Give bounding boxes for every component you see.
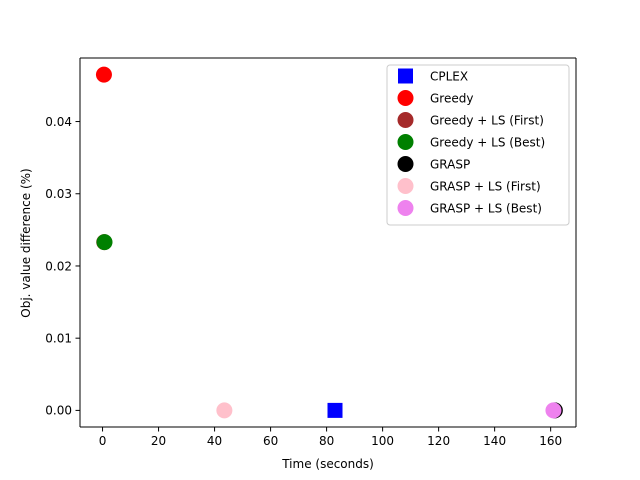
x-axis-label: Time (seconds) <box>281 457 374 471</box>
data-points <box>95 66 563 419</box>
legend-label-3: Greedy + LS (Best) <box>430 135 545 149</box>
legend-label-4: GRASP <box>430 157 470 171</box>
x-tick-label-120: 120 <box>427 434 450 448</box>
x-tick-label-20: 20 <box>151 434 166 448</box>
legend-marker-5 <box>397 178 414 194</box>
legend-marker-2 <box>397 112 414 128</box>
y-tick-label-1: 0.01 <box>45 331 72 345</box>
legend-label-1: Greedy <box>430 91 473 105</box>
y-tick-label-0: 0.00 <box>45 404 72 418</box>
y-tick-label-2: 0.02 <box>45 259 72 273</box>
x-tick-label-80: 80 <box>319 434 334 448</box>
legend-marker-0 <box>398 68 413 84</box>
legend: CPLEX Greedy Greedy + LS (First) Greedy + L… <box>386 64 570 226</box>
y-tick-label-4: 0.04 <box>45 115 72 129</box>
legend-label-5: GRASP + LS (First) <box>430 179 541 193</box>
legend-marker-3 <box>397 134 414 150</box>
y-axis-label: Obj. value difference (%) <box>19 168 33 317</box>
legend-box <box>386 64 570 226</box>
legend-marker-6 <box>397 200 414 216</box>
point-grasp-ls-first-0 <box>216 402 233 419</box>
legend-label-0: CPLEX <box>430 69 468 83</box>
point-grasp-ls-best-0 <box>545 402 562 419</box>
legend-label-2: Greedy + LS (First) <box>430 113 544 127</box>
legend-label-6: GRASP + LS (Best) <box>430 201 542 215</box>
point-greedy-ls-best-0 <box>96 234 113 251</box>
x-tick-label-140: 140 <box>483 434 506 448</box>
x-tick-label-100: 100 <box>371 434 394 448</box>
x-tick-label-40: 40 <box>207 434 222 448</box>
x-tick-label-60: 60 <box>263 434 278 448</box>
x-tick-label-160: 160 <box>539 434 562 448</box>
x-tick-label-0: 0 <box>99 434 107 448</box>
legend-marker-4 <box>397 156 414 172</box>
point-greedy-0 <box>95 66 112 83</box>
legend-marker-1 <box>397 90 414 106</box>
y-tick-label-3: 0.03 <box>45 187 72 201</box>
point-cplex-0 <box>327 402 343 418</box>
axes: 0 20 40 60 80 100 120 140 160 0.00 0.01 0.02 0.03 0.0… <box>45 57 577 448</box>
